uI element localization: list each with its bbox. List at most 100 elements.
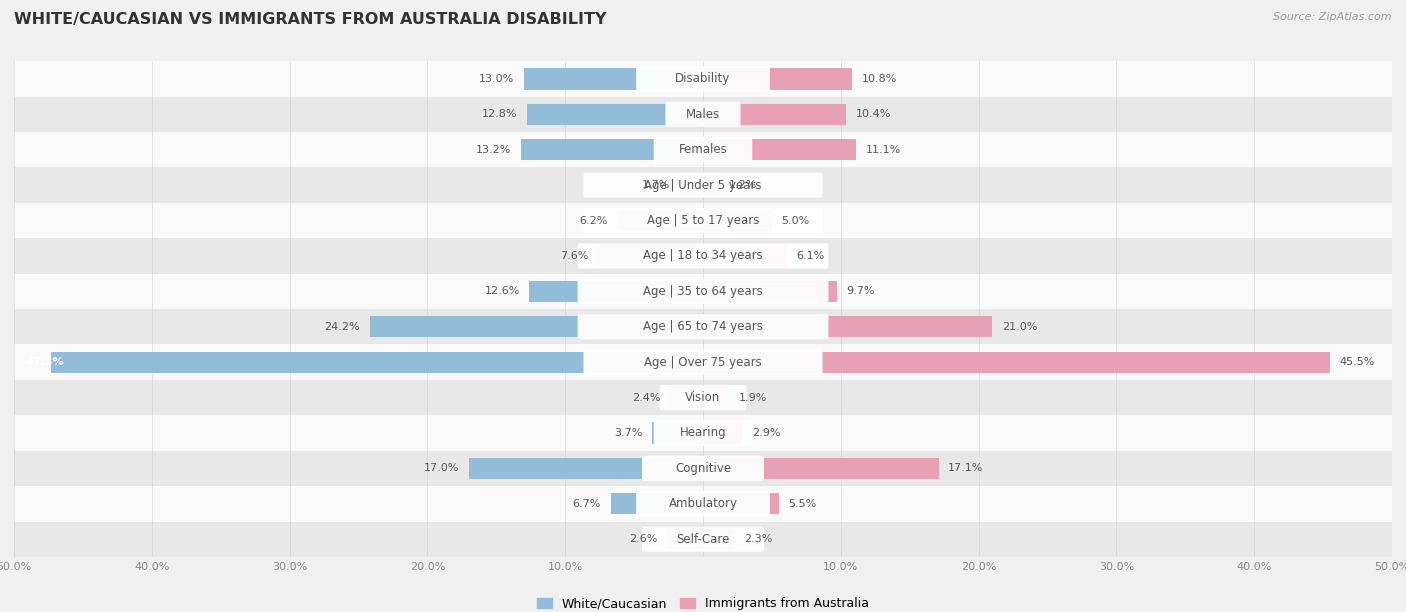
FancyBboxPatch shape [643, 456, 763, 481]
Bar [610, 493, 703, 515]
Text: 1.7%: 1.7% [641, 180, 669, 190]
Bar [703, 69, 852, 89]
Bar [14, 168, 1392, 203]
Bar [703, 174, 720, 196]
Text: Disability: Disability [675, 72, 731, 86]
Bar [14, 486, 1392, 521]
Bar [703, 316, 993, 337]
FancyBboxPatch shape [578, 279, 828, 304]
Text: Ambulatory: Ambulatory [668, 498, 738, 510]
Bar [679, 174, 703, 196]
FancyBboxPatch shape [583, 173, 823, 198]
FancyBboxPatch shape [643, 527, 763, 552]
Bar [14, 61, 1392, 97]
Text: 10.8%: 10.8% [862, 74, 897, 84]
Bar [703, 493, 779, 515]
Text: Males: Males [686, 108, 720, 121]
Text: 17.0%: 17.0% [423, 463, 460, 474]
Text: WHITE/CAUCASIAN VS IMMIGRANTS FROM AUSTRALIA DISABILITY: WHITE/CAUCASIAN VS IMMIGRANTS FROM AUSTR… [14, 12, 606, 28]
Text: 3.7%: 3.7% [614, 428, 643, 438]
Bar [703, 458, 939, 479]
Bar [14, 97, 1392, 132]
Bar [703, 210, 772, 231]
Bar [599, 245, 703, 267]
FancyBboxPatch shape [578, 244, 828, 269]
Bar [530, 281, 703, 302]
Bar [14, 203, 1392, 238]
Bar [527, 103, 703, 125]
Text: 2.9%: 2.9% [752, 428, 782, 438]
Bar [14, 345, 1392, 380]
Text: 13.2%: 13.2% [477, 144, 512, 155]
Text: 47.3%: 47.3% [25, 357, 63, 367]
Text: 1.9%: 1.9% [738, 392, 768, 403]
Bar [370, 316, 703, 337]
Text: 17.1%: 17.1% [948, 463, 984, 474]
FancyBboxPatch shape [654, 420, 752, 446]
Bar [703, 351, 1330, 373]
Text: Cognitive: Cognitive [675, 462, 731, 475]
FancyBboxPatch shape [578, 314, 828, 339]
FancyBboxPatch shape [583, 208, 823, 233]
Text: Age | 65 to 74 years: Age | 65 to 74 years [643, 320, 763, 334]
Bar [14, 521, 1392, 557]
FancyBboxPatch shape [654, 137, 752, 162]
Text: 2.6%: 2.6% [628, 534, 658, 544]
Bar [617, 210, 703, 231]
Bar [669, 387, 703, 408]
Text: 1.2%: 1.2% [730, 180, 758, 190]
Text: Hearing: Hearing [679, 427, 727, 439]
Text: 9.7%: 9.7% [846, 286, 875, 296]
Text: 6.2%: 6.2% [579, 215, 607, 226]
Text: Source: ZipAtlas.com: Source: ZipAtlas.com [1274, 12, 1392, 22]
Bar [51, 351, 703, 373]
Text: 13.0%: 13.0% [479, 74, 515, 84]
Text: Vision: Vision [685, 391, 721, 404]
Bar [14, 238, 1392, 274]
Bar [14, 274, 1392, 309]
Bar [652, 422, 703, 444]
FancyBboxPatch shape [665, 102, 741, 127]
Text: Age | Over 75 years: Age | Over 75 years [644, 356, 762, 368]
Bar [468, 458, 703, 479]
Text: 45.5%: 45.5% [1340, 357, 1375, 367]
Bar [703, 245, 787, 267]
Text: Age | 5 to 17 years: Age | 5 to 17 years [647, 214, 759, 227]
Bar [668, 529, 703, 550]
Text: 2.3%: 2.3% [744, 534, 773, 544]
Legend: White/Caucasian, Immigrants from Australia: White/Caucasian, Immigrants from Austral… [531, 592, 875, 612]
Text: 11.1%: 11.1% [866, 144, 901, 155]
Text: Age | Under 5 years: Age | Under 5 years [644, 179, 762, 192]
Bar [703, 103, 846, 125]
Text: 21.0%: 21.0% [1002, 322, 1038, 332]
Bar [524, 69, 703, 89]
Bar [14, 450, 1392, 486]
Text: 2.4%: 2.4% [631, 392, 661, 403]
Text: 10.4%: 10.4% [856, 110, 891, 119]
Text: Age | 18 to 34 years: Age | 18 to 34 years [643, 250, 763, 263]
Bar [703, 529, 735, 550]
FancyBboxPatch shape [583, 349, 823, 375]
Bar [522, 139, 703, 160]
FancyBboxPatch shape [636, 491, 770, 517]
FancyBboxPatch shape [636, 66, 770, 91]
Bar [14, 380, 1392, 416]
Text: 6.7%: 6.7% [572, 499, 600, 509]
Bar [703, 281, 837, 302]
Text: 7.6%: 7.6% [560, 251, 589, 261]
Bar [703, 139, 856, 160]
Bar [14, 132, 1392, 168]
Text: Age | 35 to 64 years: Age | 35 to 64 years [643, 285, 763, 298]
Text: 6.1%: 6.1% [797, 251, 825, 261]
Bar [14, 416, 1392, 450]
Text: 12.8%: 12.8% [481, 110, 517, 119]
Text: Self-Care: Self-Care [676, 532, 730, 546]
Text: Females: Females [679, 143, 727, 156]
Bar [14, 309, 1392, 345]
Text: 12.6%: 12.6% [484, 286, 520, 296]
Text: 5.5%: 5.5% [789, 499, 817, 509]
Text: 5.0%: 5.0% [782, 215, 810, 226]
Text: 24.2%: 24.2% [325, 322, 360, 332]
FancyBboxPatch shape [659, 385, 747, 410]
Bar [703, 422, 742, 444]
